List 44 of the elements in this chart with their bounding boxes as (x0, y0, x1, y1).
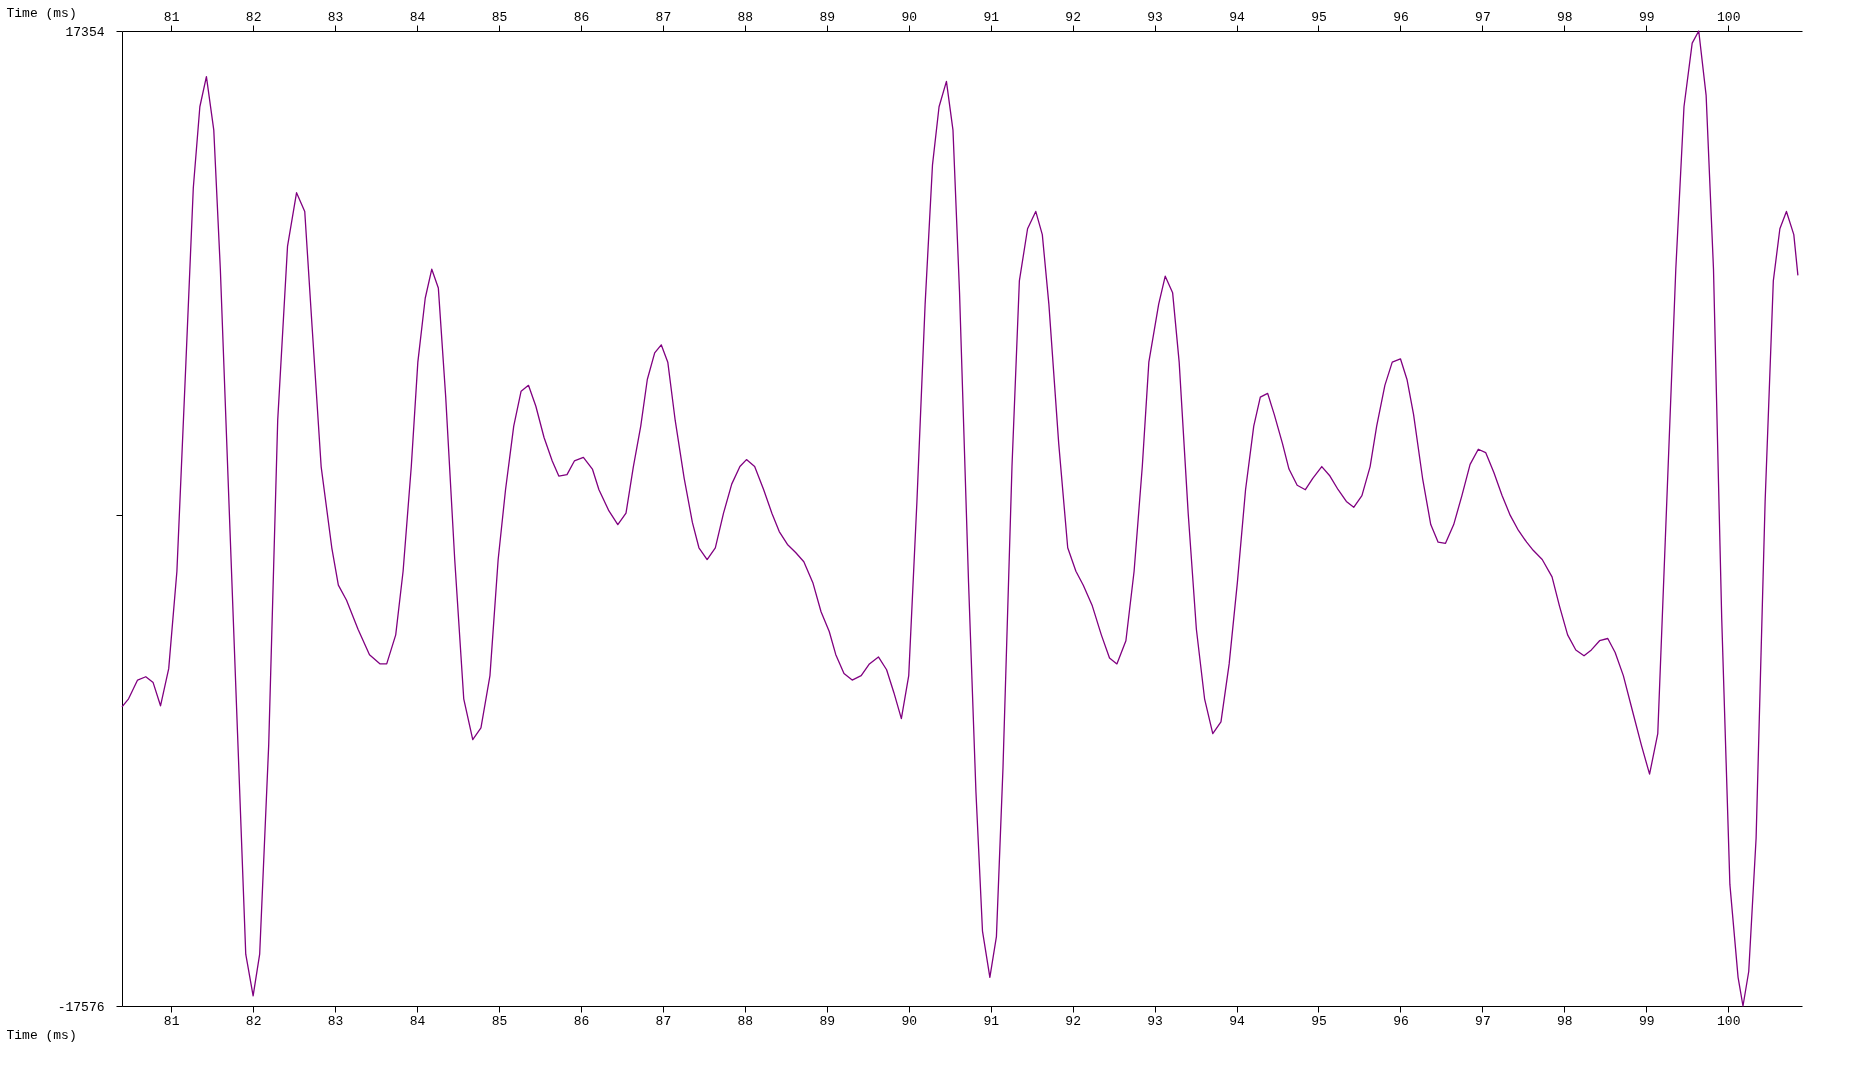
x-tick-label: 92 (1065, 1013, 1081, 1029)
x2-tick-label: 97 (1475, 9, 1491, 25)
x2-tick-label: 82 (245, 9, 262, 25)
x-tick-label: 94 (1229, 1013, 1246, 1029)
x2-tick-label: 93 (1147, 9, 1163, 25)
x2-tick-label: 89 (819, 9, 836, 25)
x-tick-label: 97 (1475, 1013, 1491, 1029)
x-tick-label: 86 (573, 1013, 590, 1029)
x-tick-label: 88 (737, 1013, 754, 1029)
x-tick-label: 99 (1638, 1013, 1655, 1029)
x2-tick-label: 85 (491, 9, 508, 25)
x-tick-label: 83 (327, 1013, 344, 1029)
x-tick-label: 91 (983, 1013, 1000, 1029)
x-tick-label: 89 (819, 1013, 836, 1029)
x2-tick-label: 99 (1638, 9, 1655, 25)
x-tick-label: 84 (409, 1013, 426, 1029)
x-tick-label: 93 (1147, 1013, 1163, 1029)
x2-tick-label: 100 (1717, 9, 1741, 25)
x-tick-label: 81 (163, 1013, 180, 1029)
x2-tick-label: 81 (163, 9, 180, 25)
x-tick-label: 95 (1311, 1013, 1327, 1029)
x-axis-title: Time (ms) (6, 1027, 77, 1043)
x-tick-label: 98 (1557, 1013, 1573, 1029)
x2-tick-label: 87 (655, 9, 672, 25)
x-tick-label: 87 (655, 1013, 672, 1029)
y-tick-label: -17576 (57, 999, 105, 1015)
x2-tick-label: 95 (1311, 9, 1327, 25)
x2-tick-label: 84 (409, 9, 426, 25)
x2-tick-label: 86 (573, 9, 590, 25)
x2-tick-label: 96 (1393, 9, 1409, 25)
x2-tick-label: 88 (737, 9, 754, 25)
x2-tick-label: 92 (1065, 9, 1081, 25)
y-tick-label: 17354 (65, 24, 105, 40)
x2-axis-title: Time (ms) (6, 5, 77, 21)
x2-tick-label: 94 (1229, 9, 1246, 25)
x-tick-label: 100 (1717, 1013, 1741, 1029)
x2-tick-label: 83 (327, 9, 344, 25)
x2-tick-label: 91 (983, 9, 1000, 25)
x-tick-label: 90 (901, 1013, 918, 1029)
x-tick-label: 96 (1393, 1013, 1409, 1029)
x-tick-label: 85 (491, 1013, 508, 1029)
x2-tick-label: 90 (901, 9, 918, 25)
x-tick-label: 82 (245, 1013, 262, 1029)
x2-tick-label: 98 (1557, 9, 1573, 25)
